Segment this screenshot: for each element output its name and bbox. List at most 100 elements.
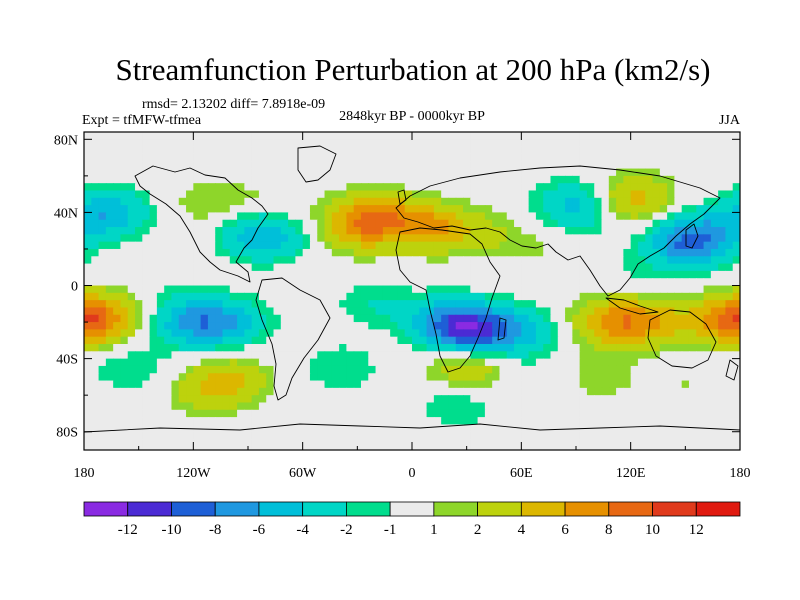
field-cell [397,161,406,170]
field-cell [142,146,151,155]
field-cell [164,248,173,257]
field-cell [674,175,683,184]
field-cell [186,190,194,199]
field-cell [193,270,202,279]
field-cell [309,336,318,345]
field-cell [521,234,530,243]
field-cell [448,168,457,177]
field-cell [448,278,457,287]
field-cell [244,300,253,309]
field-cell [455,380,464,389]
field-cell [718,219,727,228]
field-cell [171,409,180,418]
coast-uk [397,189,407,205]
field-cell [288,270,296,279]
field-cell [506,139,515,148]
field-cell [441,219,450,228]
field-cell [353,322,362,330]
field-cell [98,263,107,272]
field-cell [659,387,668,396]
field-cell [207,263,216,272]
field-cell [105,263,114,272]
field-cell [280,409,289,418]
field-cell [506,358,515,367]
field-cell [237,175,245,184]
field-cell [251,270,260,279]
field-cell [608,183,617,192]
field-cell [688,446,697,450]
field-cell [601,219,610,228]
field-cell [572,278,581,287]
field-cell [331,307,340,316]
field-cell [295,146,304,155]
field-cell [506,336,515,345]
field-cell [448,373,457,382]
field-cell [594,365,603,374]
field-cell [703,431,712,440]
field-cell [113,285,122,294]
field-cell [732,358,740,367]
field-cell [105,402,114,411]
field-cell [164,190,173,199]
field-cell [455,175,464,184]
field-cell [288,190,296,199]
field-cell [251,417,260,426]
field-cell [623,417,632,426]
field-cell [514,336,522,345]
field-cell [193,256,202,265]
field-cell [623,278,632,287]
field-cell [586,336,595,345]
field-cell [703,161,712,170]
field-cell [193,322,202,330]
field-cell [441,395,450,404]
field-cell [652,285,661,294]
field-cell [521,132,530,140]
field-cell [484,168,493,177]
field-cell [696,446,705,450]
field-cell [426,439,435,447]
field-cell [528,263,537,272]
field-cell [535,344,544,352]
field-cell [360,168,369,177]
field-cell [674,183,683,192]
field-cell [404,219,413,228]
field-cell [390,373,399,382]
colorbar-swatch [564,501,610,517]
field-cell [674,146,683,155]
field-cell [244,197,253,206]
field-cell [368,307,377,316]
field-cell [688,161,697,170]
field-cell [375,227,384,235]
field-cell [623,190,632,199]
field-cell [667,183,675,192]
field-cell [295,409,304,418]
field-cell [193,380,202,389]
field-cell [659,190,668,199]
field-cell [178,270,187,279]
field-cell [579,175,588,184]
field-cell [375,161,384,170]
field-cell [506,424,515,433]
field-cell [142,190,151,199]
field-cell [127,373,136,382]
field-cell [222,336,231,345]
field-cell [339,175,347,184]
field-cell [710,314,719,323]
field-cell [237,278,245,287]
field-cell [375,402,384,411]
field-cell [258,227,267,235]
field-cell [463,373,471,382]
field-cell [419,139,428,148]
field-cell [244,380,253,389]
field-cell [703,402,712,411]
field-cell [426,365,435,374]
field-cell [142,278,151,287]
colorbar-label: -2 [340,522,353,538]
field-cell [360,402,369,411]
field-cell [207,212,216,221]
field-cell [455,344,464,352]
field-cell [586,278,595,287]
field-cell [375,205,384,214]
field-cell [331,256,340,265]
field-cell [477,380,486,389]
